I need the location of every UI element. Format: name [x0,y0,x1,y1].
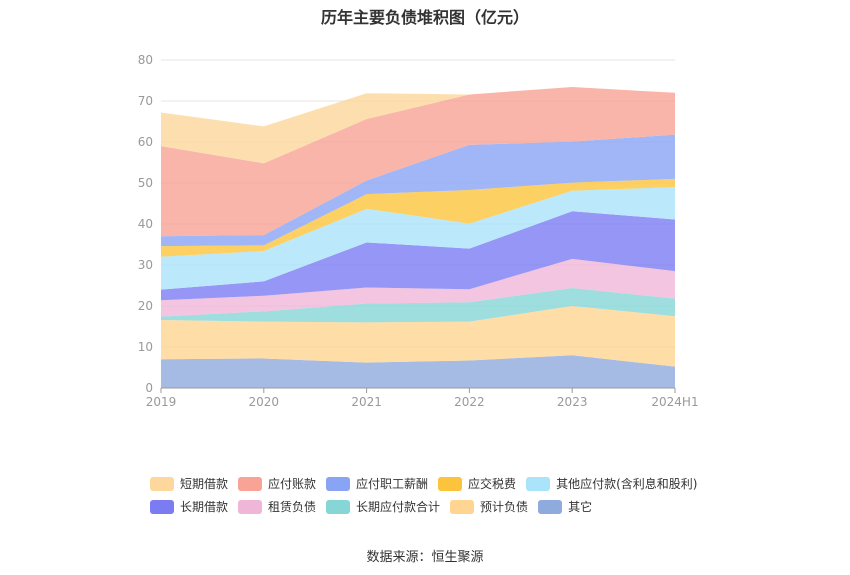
x-tick-label: 2021 [351,395,382,409]
x-tick-label: 2020 [249,395,280,409]
area-series-6 [161,187,675,290]
y-tick-label: 50 [138,176,153,190]
legend-label: 长期借款 [180,500,229,514]
legend-row: 短期借款 应付账款 应付职工薪酬 应交税费 其他应付款(含利息和股利) [150,472,770,495]
y-tick-label: 20 [138,299,153,313]
legend-label: 其它 [568,500,593,514]
legend-swatch [450,499,475,514]
legend-label: 其他应付款(含利息和股利) [556,477,698,491]
legend-label: 长期应付款合计 [356,500,441,514]
legend-label: 应交税费 [468,477,517,491]
legend-item[interactable]: 其它 [538,498,592,515]
legend-item[interactable]: 长期应付款合计 [326,498,440,515]
legend: 短期借款 应付账款 应付职工薪酬 应交税费 其他应付款(含利息和股利) 长期借款 租赁负债长… [150,472,770,518]
legend-swatch [526,476,551,491]
legend-item[interactable]: 预计负债 [450,498,528,515]
area-series-5 [161,211,675,301]
x-tick-label: 2024H1 [651,395,698,409]
legend-row: 长期借款 租赁负债 长期应付款合计 预计负债 其它 [150,495,770,518]
legend-item[interactable]: 应交税费 [438,475,516,492]
y-tick-label: 10 [138,340,153,354]
legend-swatch [538,499,563,514]
data-source-note: 数据来源：恒生聚源 [366,550,484,565]
area-series-4 [161,258,675,317]
legend-swatch [150,499,174,514]
area-series-3 [161,287,675,323]
stacked-area-chart: 0 10 20 30 40 50 60 70 80 2019 2020 2021 2022 2023 202… [138,53,699,409]
legend-item[interactable]: 长期借款 [150,498,228,515]
x-tick-label: 2023 [557,395,588,409]
y-tick-label: 40 [138,217,153,231]
x-tick-label: 2019 [146,395,177,409]
area-series-2 [161,306,675,367]
legend-swatch [326,476,351,491]
y-tick-label: 60 [138,135,153,149]
area-series-9 [161,87,675,237]
legend-label: 应付账款 [268,477,317,491]
legend-item[interactable]: 其他应付款(含利息和股利) [526,475,697,492]
legend-item[interactable]: 应付账款 [238,475,316,492]
area-series-1 [161,355,675,388]
x-tick-label: 2022 [454,395,485,409]
area-series-8 [161,134,675,247]
legend-swatch [150,476,174,491]
legend-item[interactable]: 租赁负债 [238,498,316,515]
legend-label: 应付职工薪酬 [356,477,429,491]
legend-item[interactable]: 短期借款 [150,475,228,492]
y-tick-label: 0 [145,381,153,395]
legend-label: 预计负债 [480,500,529,514]
legend-swatch [326,499,351,514]
legend-swatch [238,476,263,491]
chart-title: 历年主要负债堆积图（亿元） [320,8,529,27]
legend-swatch [438,476,463,491]
legend-swatch [238,499,263,514]
legend-label: 租赁负债 [268,500,317,514]
area-series-10 [161,87,675,164]
legend-label: 短期借款 [180,477,229,491]
area-series-7 [161,178,675,257]
y-tick-label: 70 [138,94,153,108]
legend-item[interactable]: 应付职工薪酬 [326,475,428,492]
y-tick-label: 80 [138,53,153,67]
y-tick-label: 30 [138,258,153,272]
